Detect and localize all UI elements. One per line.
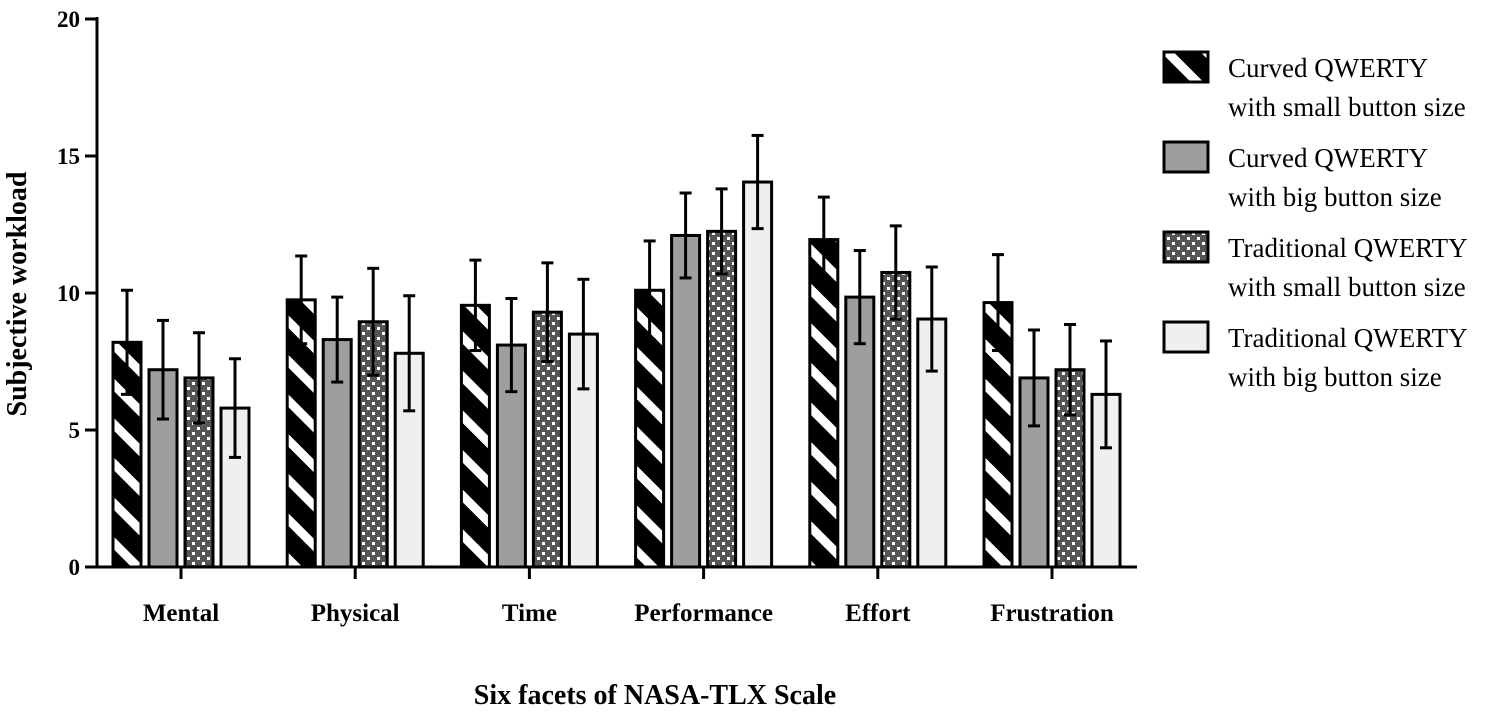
- legend-label-series-3: with small button size: [1228, 272, 1466, 302]
- x-tick-label-performance: Performance: [634, 600, 773, 627]
- y-tick-label: 10: [57, 281, 80, 306]
- legend-swatch-series-2: [1162, 140, 1210, 174]
- y-tick-label: 0: [69, 555, 81, 580]
- y-tick-label: 15: [57, 144, 80, 169]
- x-tick-label-physical: Physical: [311, 600, 400, 627]
- legend-label-series-2: with big button size: [1228, 182, 1442, 212]
- legend-swatch-series-3: [1162, 230, 1210, 264]
- legend-label-series-4: Traditional QWERTY: [1228, 323, 1468, 353]
- legend-label-series-1: Curved QWERTY: [1228, 53, 1428, 83]
- x-axis-title: Six facets of NASA-TLX Scale: [474, 680, 836, 711]
- x-tick-label-effort: Effort: [845, 600, 911, 627]
- legend-label-series-3: Traditional QWERTY: [1228, 233, 1468, 263]
- x-tick-label-frustration: Frustration: [990, 600, 1114, 627]
- legend-label-series-1: with small button size: [1228, 92, 1466, 122]
- y-tick-label: 20: [57, 7, 80, 32]
- legend-label-series-2: Curved QWERTY: [1228, 143, 1428, 173]
- y-axis-title: Subjective workload: [2, 171, 33, 416]
- x-tick-label-mental: Mental: [143, 600, 219, 627]
- bar-performance-series-3: [706, 229, 738, 569]
- bar-performance-series-4: [742, 180, 774, 569]
- legend-swatch-series-4: [1162, 320, 1210, 354]
- bar-effort-series-1: [808, 238, 840, 569]
- bar-mental-series-1: [111, 340, 143, 569]
- legend-label-series-4: with big button size: [1228, 362, 1442, 392]
- y-tick-label: 5: [69, 418, 81, 443]
- x-tick-label-time: Time: [502, 600, 557, 627]
- bar-performance-series-2: [670, 233, 702, 569]
- legend-swatch-series-1: [1162, 50, 1210, 84]
